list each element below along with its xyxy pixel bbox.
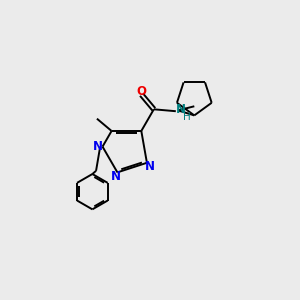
Text: H: H [183, 112, 191, 122]
Text: O: O [136, 85, 146, 98]
Text: N: N [176, 103, 186, 116]
Text: N: N [93, 140, 103, 153]
Text: N: N [145, 160, 155, 173]
Text: N: N [111, 170, 121, 183]
